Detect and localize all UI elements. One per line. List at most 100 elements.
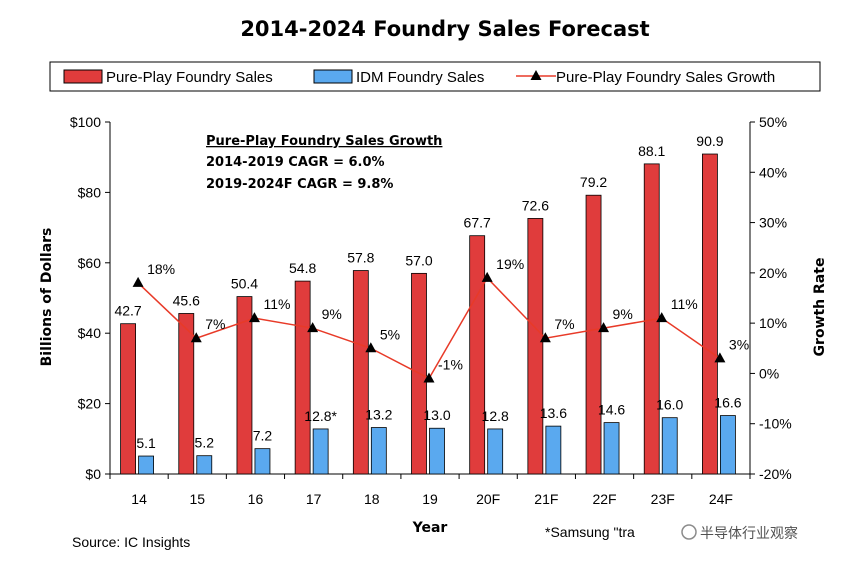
growth-label: 3% (729, 336, 749, 352)
x-tick-label: 23F (651, 491, 675, 507)
legend-label-pure-play: Pure-Play Foundry Sales (106, 69, 273, 86)
bar-label-idm-sales: 7.2 (253, 428, 273, 444)
y2-tick-label: -20% (759, 466, 792, 482)
bar-label-pure-play-sales: 45.6 (173, 292, 200, 308)
bar-idm-sales (487, 428, 504, 475)
y-tick-label: $40 (78, 325, 102, 341)
legend-swatch-growth-marker (530, 70, 542, 80)
watermark-text: 半导体行业观察 (700, 525, 798, 541)
x-tick-label: 22F (592, 491, 616, 507)
bar-idm-sales (370, 427, 387, 475)
bar-idm-sales (429, 427, 445, 475)
growth-marker (481, 271, 493, 282)
legend-label-growth: Pure-Play Foundry Sales Growth (556, 69, 775, 86)
y-tick-label: $20 (78, 396, 102, 412)
bar-pure-play-sales (585, 194, 602, 475)
bar-label-idm-sales: 16.0 (656, 397, 683, 413)
legend: Pure-Play Foundry Sales IDM Foundry Sale… (49, 61, 821, 92)
cagr-annotation-heading: Pure-Play Foundry Sales Growth (206, 134, 442, 149)
growth-label: 11% (671, 296, 698, 312)
x-tick-label: 21F (534, 491, 558, 507)
bar-label-pure-play-sales: 57.8 (347, 250, 374, 266)
growth-marker (714, 352, 726, 363)
bar-idm-sales (312, 428, 329, 475)
bar-label-pure-play-sales: 72.6 (522, 197, 549, 213)
x-tick-label: 18 (364, 491, 380, 507)
cagr-annotation-line-2: 2019-2024F CAGR = 9.8% (206, 177, 393, 192)
y2-tick-label: 40% (759, 164, 787, 180)
y-tick-label: $100 (70, 114, 101, 130)
y-tick-label: $80 (78, 184, 102, 200)
growth-label: 7% (205, 316, 225, 332)
bar-label-idm-sales: 5.2 (195, 435, 215, 451)
x-tick-label: 14 (131, 491, 147, 507)
legend-swatch-pure-play (63, 69, 103, 84)
y2-axis-title: Growth Rate (812, 258, 828, 357)
bar-label-idm-sales: 5.1 (136, 435, 156, 451)
bar-pure-play-sales (527, 218, 544, 475)
bar-label-idm-sales: 14.6 (598, 402, 625, 418)
growth-marker (248, 312, 260, 323)
bar-label-pure-play-sales: 42.7 (114, 303, 141, 319)
bar-label-idm-sales: 12.8 (482, 408, 509, 424)
bar-idm-sales (545, 425, 562, 475)
growth-label: 11% (263, 296, 290, 312)
bar-label-pure-play-sales: 88.1 (638, 143, 665, 159)
y-axis-title: Billions of Dollars (39, 228, 55, 367)
source-note: Source: IC Insights (72, 534, 190, 550)
x-tick-label: 17 (306, 491, 322, 507)
x-tick-label: 15 (189, 491, 205, 507)
bar-pure-play-sales (236, 296, 253, 475)
bar-label-idm-sales: 13.0 (423, 407, 450, 423)
growth-label: 9% (613, 306, 633, 322)
bar-label-pure-play-sales: 57.0 (405, 252, 432, 268)
legend-label-idm: IDM Foundry Sales (356, 69, 484, 86)
growth-marker (132, 276, 144, 287)
bar-idm-sales (196, 455, 213, 475)
y2-tick-label: 30% (759, 215, 787, 231)
watermark: 半导体行业观察 (681, 524, 798, 541)
bar-label-pure-play-sales: 79.2 (580, 174, 607, 190)
bar-label-pure-play-sales: 67.7 (464, 215, 491, 231)
growth-label: -1% (438, 356, 463, 372)
growth-label: 5% (380, 326, 400, 342)
growth-label: 18% (147, 261, 175, 277)
y2-tick-label: 50% (759, 114, 787, 130)
bar-label-idm-sales: 12.8* (304, 408, 337, 424)
y2-tick-label: 10% (759, 315, 787, 331)
samsung-footnote: *Samsung "tra (545, 524, 635, 540)
legend-swatch-idm (313, 69, 353, 84)
bar-pure-play-sales (352, 270, 369, 475)
y2-tick-label: -10% (759, 416, 792, 432)
growth-label: 19% (496, 256, 524, 272)
growth-marker (539, 332, 551, 343)
cagr-annotation: Pure-Play Foundry Sales Growth 2014-2019… (206, 134, 442, 192)
bar-idm-sales (138, 455, 154, 475)
growth-marker (598, 322, 610, 333)
growth-marker (365, 342, 377, 353)
plot-area: $0 $20 $40 $60 $80 $100 -20% -10% 0% 10% 20% 30% 40%… (70, 114, 792, 507)
bar-pure-play-sales (702, 153, 718, 475)
bar-label-idm-sales: 16.6 (714, 395, 741, 411)
bar-label-idm-sales: 13.2 (365, 407, 392, 423)
growth-label: 9% (322, 306, 342, 322)
bar-label-pure-play-sales: 50.4 (231, 276, 258, 292)
bar-label-pure-play-sales: 90.9 (696, 133, 723, 149)
bar-pure-play-sales (469, 235, 486, 475)
x-tick-label: 16 (248, 491, 264, 507)
bar-label-pure-play-sales: 54.8 (289, 260, 316, 276)
bar-idm-sales (603, 422, 620, 475)
x-tick-label: 24F (709, 491, 733, 507)
y-tick-label: $60 (78, 255, 102, 271)
y2-tick-label: 20% (759, 265, 787, 281)
cagr-annotation-line-1: 2014-2019 CAGR = 6.0% (206, 155, 385, 170)
bar-idm-sales (720, 415, 736, 475)
growth-label: 7% (554, 316, 574, 332)
bar-idm-sales (661, 417, 678, 475)
watermark-logo-icon (681, 524, 697, 540)
y-tick-label: $0 (85, 466, 101, 482)
growth-marker (423, 372, 435, 383)
legend-box (49, 61, 821, 92)
x-axis-title: Year (412, 520, 448, 536)
